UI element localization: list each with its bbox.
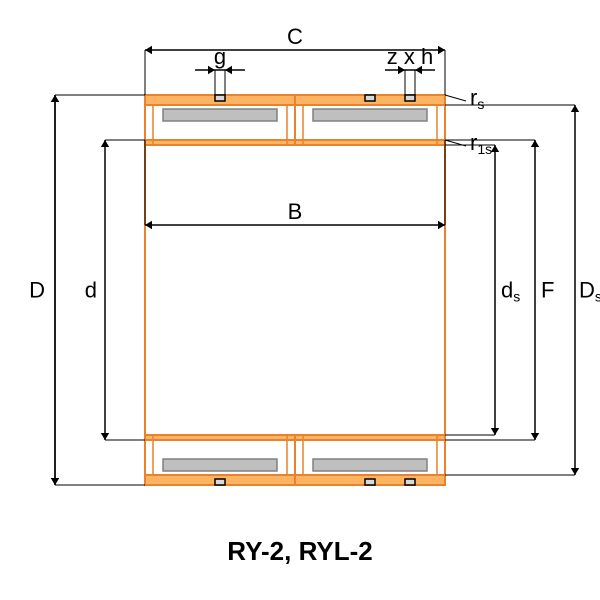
svg-text:d: d <box>85 277 97 302</box>
diagram-title: RY-2, RYL-2 <box>227 536 372 566</box>
svg-text:F: F <box>541 277 554 302</box>
svg-text:Ds: Ds <box>579 277 600 304</box>
svg-text:r1s: r1s <box>470 130 492 157</box>
svg-text:ds: ds <box>501 277 520 304</box>
svg-text:z x h: z x h <box>387 44 433 69</box>
svg-text:rs: rs <box>470 85 484 112</box>
svg-text:g: g <box>214 44 226 69</box>
svg-text:B: B <box>288 199 303 224</box>
svg-text:D: D <box>29 277 45 302</box>
svg-text:C: C <box>287 24 303 49</box>
